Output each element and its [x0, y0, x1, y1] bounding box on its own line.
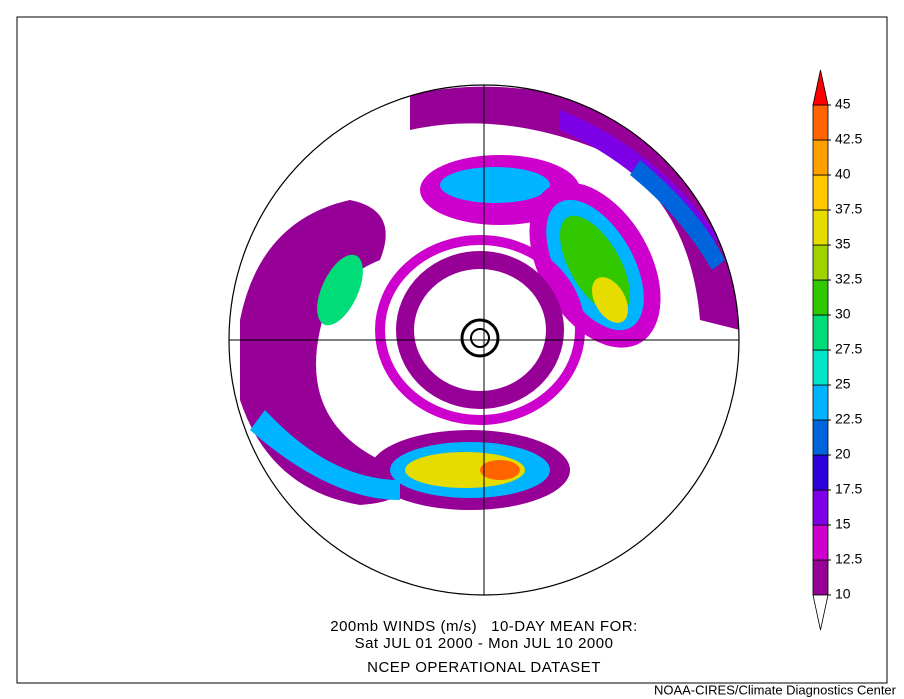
colorbar-segment: [812, 139, 829, 176]
colorbar-label: 12.5: [835, 551, 862, 567]
colorbar-label: 35: [835, 236, 851, 252]
colorbar-segment: [812, 349, 829, 386]
colorbar-segment: [812, 279, 829, 316]
colorbar-under: [812, 594, 829, 631]
colorbar-label: 22.5: [835, 411, 862, 427]
colorbar-label: 20: [835, 446, 851, 462]
colorbar-segment: [812, 454, 829, 491]
colorbar-segment: [812, 419, 829, 456]
colorbar-label: 15: [835, 516, 851, 532]
colorbar-label: 25: [835, 376, 851, 392]
colorbar-label: 10: [835, 586, 851, 602]
caption-line: Sat JUL 01 2000 - Mon JUL 10 2000: [355, 635, 614, 652]
caption-line: 200mb WINDS (m/s) 10-DAY MEAN FOR:: [330, 618, 638, 635]
colorbar-segment: [812, 104, 829, 141]
colorbar-segment: [812, 524, 829, 561]
colorbar-label: 45: [835, 96, 851, 112]
colorbar-label: 32.5: [835, 271, 862, 287]
colorbar-segment: [812, 244, 829, 281]
colorbar-label: 42.5: [835, 131, 862, 147]
caption-line: NCEP OPERATIONAL DATASET: [367, 659, 601, 676]
colorbar-label: 27.5: [835, 341, 862, 357]
colorbar-label: 17.5: [835, 481, 862, 497]
colorbar-segment: [812, 174, 829, 211]
colorbar-segment: [812, 209, 829, 246]
credit: NOAA-CIRES/Climate Diagnostics Center: [654, 682, 897, 697]
colorbar-segment: [812, 559, 829, 596]
colorbar-segment: [812, 384, 829, 421]
colorbar-segment: [812, 314, 829, 351]
colorbar-over: [812, 69, 829, 106]
colorbar-label: 30: [835, 306, 851, 322]
colorbar-label: 37.5: [835, 201, 862, 217]
colorbar-segment: [812, 489, 829, 526]
colorbar-label: 40: [835, 166, 851, 182]
